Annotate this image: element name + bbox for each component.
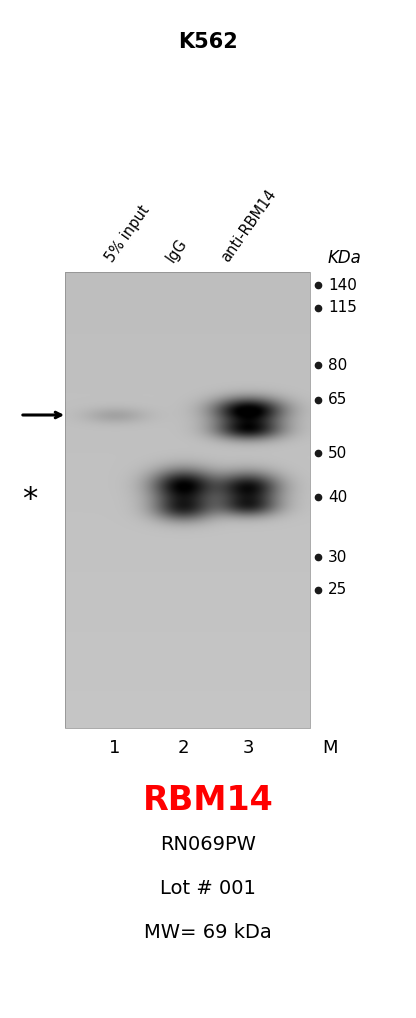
Bar: [65, 272, 310, 728]
Text: 50: 50: [328, 446, 347, 460]
Text: K562: K562: [178, 32, 238, 52]
Text: 2: 2: [177, 739, 189, 757]
Text: 40: 40: [328, 490, 347, 505]
Text: 80: 80: [328, 357, 347, 373]
Text: M: M: [322, 739, 338, 757]
Text: IgG: IgG: [163, 236, 190, 265]
Text: 65: 65: [328, 393, 347, 407]
Text: 5% input: 5% input: [103, 203, 153, 265]
Text: anti-RBM14: anti-RBM14: [218, 187, 279, 265]
Text: RBM14: RBM14: [143, 784, 273, 816]
Text: 115: 115: [328, 300, 357, 316]
Text: *: *: [22, 486, 37, 514]
Text: KDa: KDa: [328, 249, 362, 267]
Text: Lot # 001: Lot # 001: [160, 879, 256, 898]
Text: 30: 30: [328, 550, 347, 565]
Text: RN069PW: RN069PW: [160, 836, 256, 854]
Text: MW= 69 kDa: MW= 69 kDa: [144, 923, 272, 943]
Text: 1: 1: [109, 739, 121, 757]
Text: 140: 140: [328, 278, 357, 292]
Text: 3: 3: [242, 739, 254, 757]
Text: 25: 25: [328, 582, 347, 598]
